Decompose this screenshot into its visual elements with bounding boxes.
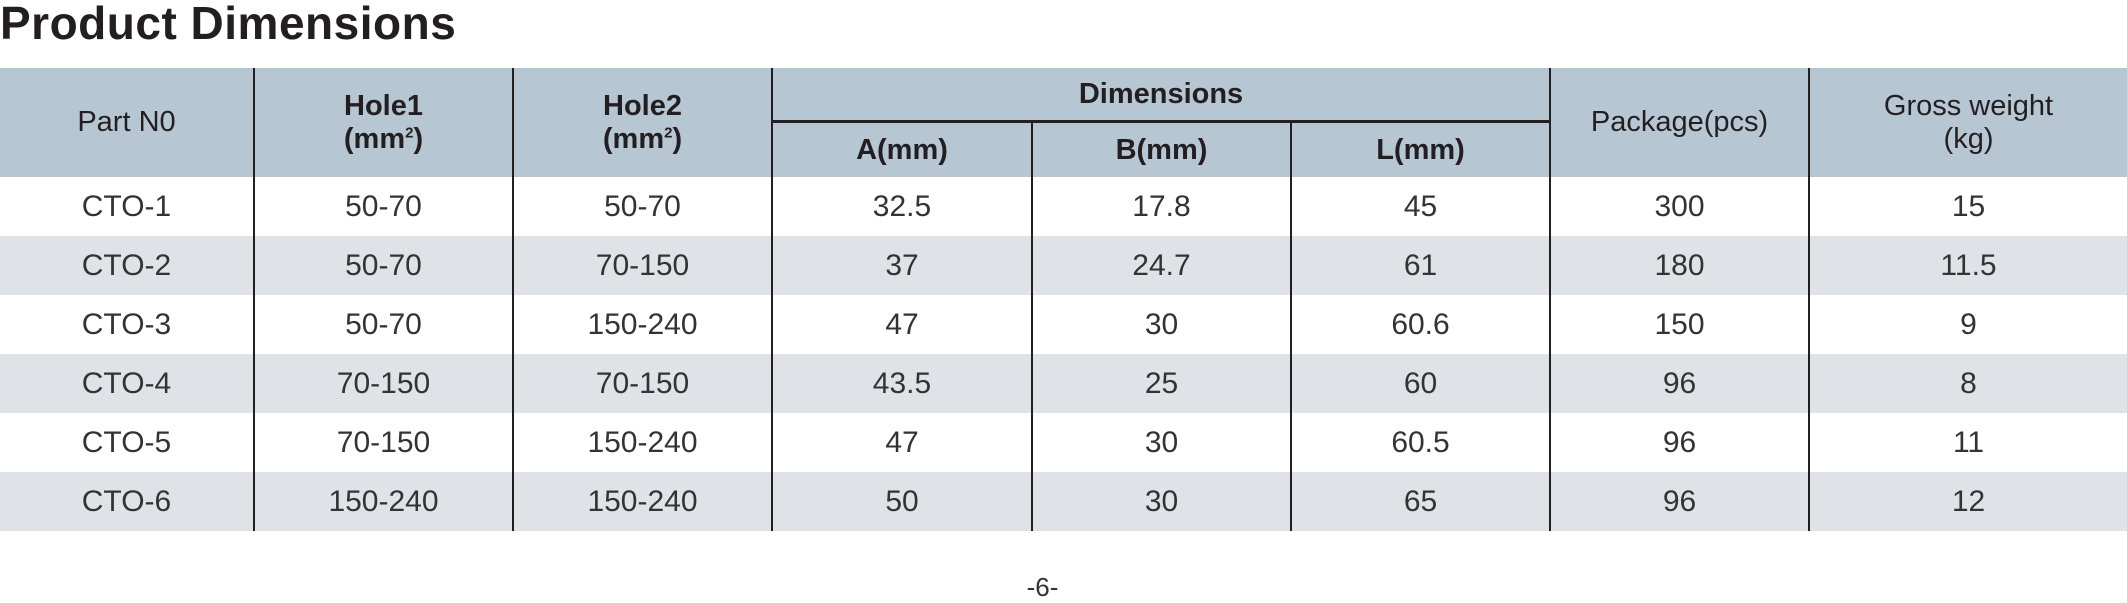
cell-a: 50 bbox=[771, 472, 1032, 531]
cell-b: 30 bbox=[1031, 413, 1291, 472]
page-number: -6- bbox=[1026, 572, 1059, 602]
cell-hole1: 50-70 bbox=[253, 295, 513, 354]
cell-a: 43.5 bbox=[771, 354, 1032, 413]
cell-hole1: 50-70 bbox=[253, 236, 513, 295]
cell-hole2: 150-240 bbox=[512, 295, 772, 354]
header-part-no: Part N0 bbox=[0, 68, 254, 177]
cell-l: 60 bbox=[1289, 354, 1551, 413]
cell-part: CTO-4 bbox=[0, 354, 254, 413]
cell-b: 30 bbox=[1031, 472, 1291, 531]
cell-package: 96 bbox=[1549, 354, 1810, 413]
cell-l: 61 bbox=[1289, 236, 1551, 295]
cell-part: CTO-1 bbox=[81, 189, 172, 223]
cell-weight: 8 bbox=[1808, 354, 2127, 413]
cell-part: CTO-6 bbox=[0, 472, 254, 531]
cell-hole2: 150-240 bbox=[512, 472, 772, 531]
cell-a: 47 bbox=[771, 295, 1032, 354]
cell-b: 24.7 bbox=[1031, 236, 1291, 295]
cell-hole2: 50-70 bbox=[512, 177, 772, 236]
cell-a: 32.5 bbox=[771, 177, 1032, 236]
cell-hole2: 70-150 bbox=[512, 236, 772, 295]
page-title: Product Dimensions bbox=[0, 0, 457, 49]
cell-package: 180 bbox=[1549, 236, 1810, 295]
table-row: CTO-5 70-150 150-240 47 30 60.5 96 11 bbox=[0, 413, 2127, 472]
cell-package: 150 bbox=[1549, 295, 1810, 354]
table-row: CTO-6 150-240 150-240 50 30 65 96 12 bbox=[0, 472, 2127, 531]
table-row: CTO-2 50-70 70-150 37 24.7 61 180 11.5 bbox=[0, 236, 2127, 295]
cell-weight: 9 bbox=[1808, 295, 2127, 354]
product-dimensions-table: Part N0 Hole1 (mm2) Hole2 (mm2) Dimensions… bbox=[0, 68, 2127, 531]
cell-l: 60.5 bbox=[1289, 413, 1551, 472]
header-dimensions: Dimensions bbox=[770, 68, 1551, 122]
cell-part: CTO-3 bbox=[81, 307, 172, 341]
cell-hole2: 150-240 bbox=[512, 413, 772, 472]
cell-a: 47 bbox=[771, 413, 1032, 472]
header-hole2: Hole2 (mm2) bbox=[512, 68, 772, 177]
header-b: B(mm) bbox=[1031, 120, 1291, 177]
cell-weight: 11.5 bbox=[1808, 236, 2127, 295]
cell-weight: 15 bbox=[1808, 177, 2127, 236]
cell-b: 25 bbox=[1031, 354, 1291, 413]
cell-hole2: 70-150 bbox=[512, 354, 772, 413]
cell-a: 37 bbox=[771, 236, 1032, 295]
cell-hole1: 70-150 bbox=[253, 354, 513, 413]
cell-package: 96 bbox=[1549, 413, 1810, 472]
cell-weight: 11 bbox=[1808, 413, 2127, 472]
cell-l: 60.6 bbox=[1289, 295, 1551, 354]
cell-package: 96 bbox=[1549, 472, 1810, 531]
cell-part: CTO-2 bbox=[0, 236, 254, 295]
cell-l: 45 bbox=[1289, 177, 1551, 236]
cell-b: 17.8 bbox=[1031, 177, 1291, 236]
cell-hole1: 150-240 bbox=[253, 472, 513, 531]
cell-part: CTO-5 bbox=[81, 425, 172, 459]
cell-b: 30 bbox=[1031, 295, 1291, 354]
table-row: CTO-4 70-150 70-150 43.5 25 60 96 8 bbox=[0, 354, 2127, 413]
cell-weight: 12 bbox=[1808, 472, 2127, 531]
header-l: L(mm) bbox=[1289, 120, 1551, 177]
cell-hole1: 50-70 bbox=[253, 177, 513, 236]
table-row: CTO-1 50-70 50-70 32.5 17.8 45 300 15 bbox=[0, 177, 2127, 236]
header-gross-weight: Gross weight (kg) bbox=[1808, 68, 2127, 177]
table-row: CTO-3 50-70 150-240 47 30 60.6 150 9 bbox=[0, 295, 2127, 354]
header-hole1: Hole1 (mm2) bbox=[253, 68, 513, 177]
header-package: Package(pcs) bbox=[1549, 68, 1810, 177]
cell-package: 300 bbox=[1549, 177, 1810, 236]
cell-l: 65 bbox=[1289, 472, 1551, 531]
header-a: A(mm) bbox=[771, 120, 1032, 177]
cell-hole1: 70-150 bbox=[253, 413, 513, 472]
